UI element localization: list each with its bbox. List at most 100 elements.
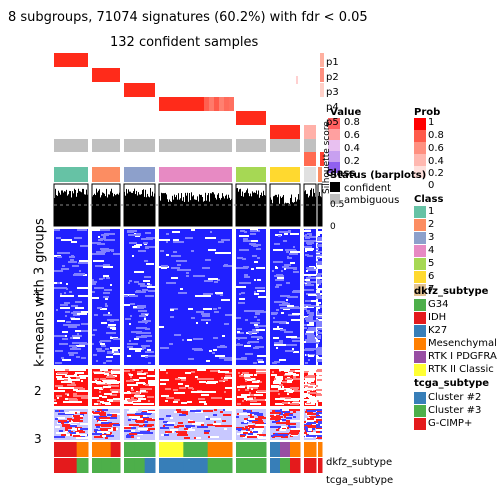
heatmap-cell xyxy=(305,376,315,378)
heatmap-cell xyxy=(72,419,80,421)
tcga-cell xyxy=(124,458,135,473)
dkfz-cell xyxy=(312,442,317,457)
heatmap-cell xyxy=(270,412,281,414)
heatmap-cell xyxy=(307,418,314,420)
heatmap-cell xyxy=(206,418,212,420)
heatmap-cell xyxy=(144,318,146,320)
heatmap-cell xyxy=(287,305,294,307)
heatmap-cell xyxy=(137,371,142,373)
heatmap-cell xyxy=(316,385,318,387)
heatmap-cell xyxy=(184,428,188,430)
heatmap-cell xyxy=(277,277,284,279)
dkfz-cell xyxy=(76,442,89,457)
silhouette-bar xyxy=(314,192,315,226)
heatmap-cell xyxy=(188,421,195,423)
heatmap-cell xyxy=(306,341,316,343)
heatmap-cell xyxy=(285,249,294,251)
heatmap-cell xyxy=(308,372,312,374)
heatmap-cell xyxy=(101,383,111,385)
heatmap-cell xyxy=(245,374,253,376)
heatmap-cell xyxy=(276,309,279,311)
prob-cell xyxy=(270,125,300,139)
heatmap-cell xyxy=(247,385,252,387)
silhouette-bar xyxy=(79,191,80,226)
silhouette-bar xyxy=(318,195,319,226)
silhouette-bar xyxy=(151,195,152,226)
heatmap-cell xyxy=(103,236,106,238)
heatmap-cell xyxy=(284,415,286,417)
silhouette-bar xyxy=(144,196,145,226)
silhouette-bar xyxy=(58,190,59,226)
heatmap-cell xyxy=(271,435,274,437)
silhouette-bar xyxy=(308,197,309,226)
heatmap-cell xyxy=(316,431,320,433)
heatmap-cell xyxy=(92,397,99,399)
silhouette-bar xyxy=(247,188,248,226)
silhouette-bar xyxy=(67,195,68,226)
heatmap-cell xyxy=(57,282,60,284)
tcga-legend-swatch xyxy=(414,392,426,404)
heatmap-cell xyxy=(143,413,151,415)
heatmap-cell xyxy=(79,375,88,377)
class-legend-title: Class xyxy=(414,194,444,205)
heatmap-cell xyxy=(68,422,71,424)
heatmap-cell xyxy=(77,335,79,337)
class-cell xyxy=(54,167,88,182)
heatmap-cell xyxy=(292,348,294,350)
heatmap-cell xyxy=(224,323,229,325)
heatmap-cell xyxy=(81,323,88,325)
silhouette-bar xyxy=(173,199,174,226)
heatmap-cell xyxy=(306,339,316,341)
tcga-legend-label: Cluster #3 xyxy=(428,405,482,416)
silhouette-bar xyxy=(271,199,272,226)
heatmap-cell xyxy=(161,267,167,269)
heatmap-cell xyxy=(247,436,257,438)
heatmap-cell xyxy=(225,398,232,400)
silhouette-bar xyxy=(125,195,126,226)
heatmap-cell xyxy=(71,401,82,403)
heatmap-cell xyxy=(187,401,192,403)
silhouette-bar xyxy=(262,195,263,226)
heatmap-cell xyxy=(257,414,263,416)
heatmap-cell xyxy=(201,319,211,321)
heatmap-cell xyxy=(126,436,131,438)
heatmap-cell xyxy=(274,275,284,277)
tcga-legend-swatch xyxy=(414,405,426,417)
heatmap-cell xyxy=(316,382,321,384)
silhouette-bar xyxy=(210,193,211,226)
heatmap-cell xyxy=(237,257,243,259)
silhouette-bar xyxy=(134,188,135,226)
heatmap-cell xyxy=(307,324,314,326)
heatmap-cell xyxy=(67,295,74,297)
heatmap-cell xyxy=(73,389,78,391)
heatmap-cell xyxy=(147,396,154,398)
heatmap-cell xyxy=(94,429,98,431)
heatmap-cell xyxy=(317,295,321,297)
heatmap-cell xyxy=(316,376,322,378)
heatmap-cell xyxy=(273,434,283,436)
heatmap-cell xyxy=(72,342,82,344)
heatmap-cell xyxy=(207,424,216,426)
silhouette-bar xyxy=(139,194,140,226)
silhouette-bar xyxy=(257,194,258,226)
silhouette-bar xyxy=(194,199,195,226)
heatmap-cell xyxy=(176,260,187,262)
heatmap-cell xyxy=(278,235,281,237)
silhouette-bar xyxy=(93,195,94,226)
heatmap-cell xyxy=(79,343,88,345)
heatmap-cell xyxy=(61,268,69,270)
heatmap-cell xyxy=(56,395,62,397)
silhouette-bar xyxy=(212,192,213,226)
dkfz-cell xyxy=(134,442,146,457)
heatmap-cell xyxy=(96,418,100,420)
silhouette-bar xyxy=(231,198,232,226)
heatmap-cell xyxy=(102,435,106,437)
heatmap-cell xyxy=(274,342,283,344)
heatmap-cell xyxy=(306,242,314,244)
heatmap-cell xyxy=(105,437,108,439)
heatmap-cell xyxy=(71,241,77,243)
prob-cell xyxy=(304,152,316,166)
heatmap-cell xyxy=(181,433,187,435)
heatmap-cell xyxy=(317,257,320,259)
heatmap-cell xyxy=(178,292,187,294)
